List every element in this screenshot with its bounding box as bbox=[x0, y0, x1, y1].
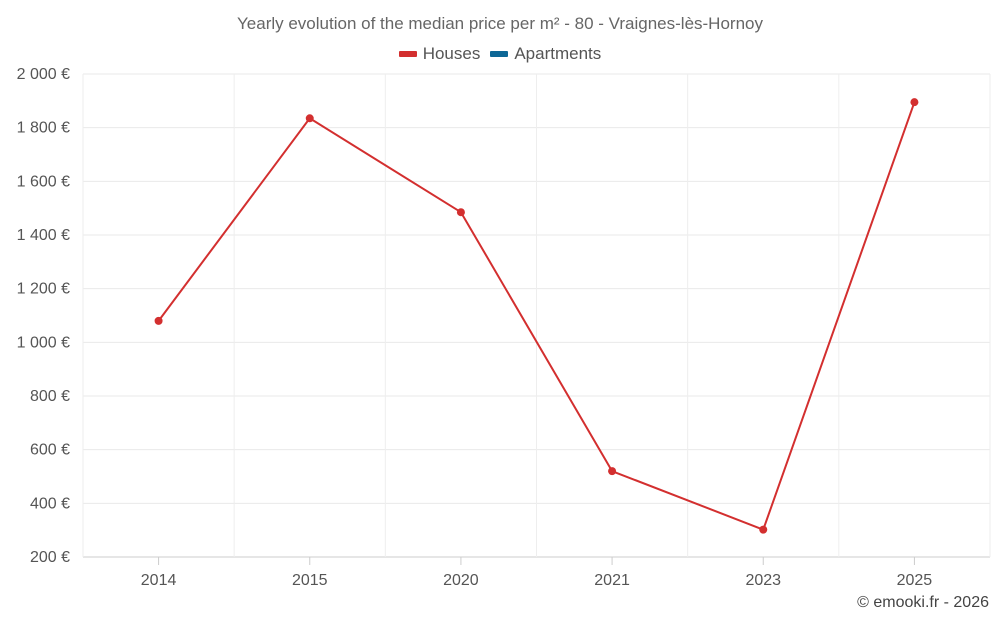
legend-item-houses[interactable]: Houses bbox=[398, 44, 481, 64]
legend-swatch-apartments bbox=[490, 51, 509, 57]
data-point-houses bbox=[456, 208, 465, 217]
y-tick-label: 800 € bbox=[30, 388, 70, 405]
y-tick-label: 1 000 € bbox=[17, 334, 70, 351]
y-tick-label: 400 € bbox=[30, 495, 70, 512]
y-tick-label: 1 600 € bbox=[17, 173, 70, 190]
x-tick-label: 2020 bbox=[443, 572, 479, 589]
y-tick-label: 1 200 € bbox=[17, 281, 70, 298]
x-tick-label: 2014 bbox=[141, 572, 177, 589]
legend-label-houses: Houses bbox=[422, 44, 481, 63]
y-tick-label: 2 000 € bbox=[17, 66, 70, 83]
y-tick-label: 600 € bbox=[30, 442, 70, 459]
data-point-houses bbox=[305, 114, 314, 123]
chart-legend: Houses Apartments bbox=[0, 44, 1000, 64]
y-tick-label: 200 € bbox=[30, 549, 70, 566]
x-tick-label: 2015 bbox=[292, 572, 328, 589]
x-tick-label: 2023 bbox=[745, 572, 781, 589]
series-line-houses bbox=[157, 101, 916, 531]
legend-swatch-houses bbox=[398, 51, 417, 57]
data-point-houses bbox=[608, 467, 617, 476]
data-point-houses bbox=[759, 525, 768, 534]
legend-label-apartments: Apartments bbox=[514, 44, 602, 63]
chart-title: Yearly evolution of the median price per… bbox=[237, 14, 763, 33]
x-tick-label: 2025 bbox=[897, 572, 933, 589]
data-point-houses bbox=[154, 316, 163, 325]
y-tick-label: 1 400 € bbox=[17, 227, 70, 244]
credits-text: © emooki.fr - 2026 bbox=[857, 594, 989, 611]
data-point-houses bbox=[910, 98, 919, 107]
x-tick-label: 2021 bbox=[594, 572, 630, 589]
legend-item-apartments[interactable]: Apartments bbox=[490, 44, 601, 64]
y-tick-label: 1 800 € bbox=[17, 120, 70, 137]
